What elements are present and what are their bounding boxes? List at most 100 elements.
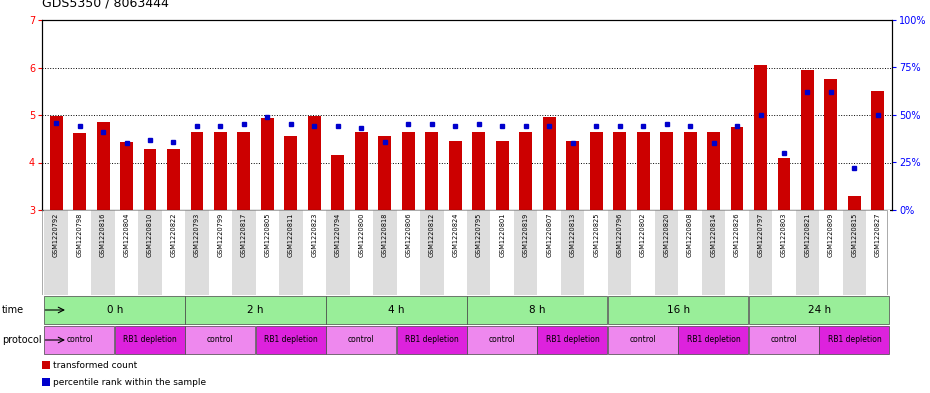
Text: GSM1220814: GSM1220814 xyxy=(711,213,716,257)
Bar xyxy=(326,296,467,324)
Bar xyxy=(308,116,321,210)
Bar xyxy=(825,79,837,210)
Bar xyxy=(678,210,702,295)
Bar xyxy=(120,142,133,210)
Bar xyxy=(660,132,673,210)
Text: GSM1220821: GSM1220821 xyxy=(804,213,810,257)
Bar xyxy=(801,70,814,210)
Bar xyxy=(731,127,743,210)
Text: GSM1220794: GSM1220794 xyxy=(335,213,341,257)
Bar xyxy=(749,296,889,324)
Bar xyxy=(637,132,649,210)
Bar xyxy=(590,132,603,210)
Bar xyxy=(819,326,889,354)
Text: GSM1220822: GSM1220822 xyxy=(170,213,177,257)
Bar xyxy=(444,210,467,295)
Text: 2 h: 2 h xyxy=(247,305,264,315)
Bar xyxy=(42,378,49,386)
Text: percentile rank within the sample: percentile rank within the sample xyxy=(53,378,206,387)
Text: GSM1220815: GSM1220815 xyxy=(852,213,857,257)
Bar xyxy=(185,326,255,354)
Bar xyxy=(584,210,608,295)
Text: control: control xyxy=(489,336,515,345)
Text: GSM1220798: GSM1220798 xyxy=(76,213,83,257)
Text: GSM1220808: GSM1220808 xyxy=(687,213,693,257)
Text: GSM1220800: GSM1220800 xyxy=(358,213,365,257)
Text: GSM1220818: GSM1220818 xyxy=(382,213,388,257)
Text: GSM1220795: GSM1220795 xyxy=(476,213,482,257)
Text: RB1 depletion: RB1 depletion xyxy=(264,336,318,345)
Bar xyxy=(350,210,373,295)
Bar xyxy=(256,326,326,354)
Text: GSM1220811: GSM1220811 xyxy=(288,213,294,257)
Bar xyxy=(402,132,415,210)
Bar xyxy=(608,326,678,354)
Text: control: control xyxy=(66,336,93,345)
Bar xyxy=(326,210,350,295)
Text: GSM1220827: GSM1220827 xyxy=(875,213,881,257)
Text: GSM1220799: GSM1220799 xyxy=(218,213,223,257)
Text: GSM1220792: GSM1220792 xyxy=(53,213,60,257)
Text: GSM1220810: GSM1220810 xyxy=(147,213,153,257)
Text: transformed count: transformed count xyxy=(53,361,137,369)
Text: GSM1220803: GSM1220803 xyxy=(781,213,787,257)
Bar xyxy=(772,210,796,295)
Bar xyxy=(608,210,631,295)
Bar xyxy=(139,210,162,295)
Bar xyxy=(819,210,843,295)
Bar xyxy=(519,132,532,210)
Bar xyxy=(467,210,490,295)
Bar xyxy=(472,132,485,210)
Text: control: control xyxy=(630,336,657,345)
Bar xyxy=(45,210,68,295)
Text: GSM1220823: GSM1220823 xyxy=(312,213,317,257)
Bar xyxy=(42,361,49,369)
Bar xyxy=(608,296,749,324)
Bar xyxy=(379,136,392,210)
Text: GSM1220805: GSM1220805 xyxy=(264,213,271,257)
Bar xyxy=(538,210,561,295)
Bar xyxy=(232,210,256,295)
Bar xyxy=(396,210,420,295)
Bar xyxy=(396,326,467,354)
Text: 16 h: 16 h xyxy=(667,305,690,315)
Bar xyxy=(449,141,461,210)
Bar xyxy=(167,149,179,210)
Text: GSM1220813: GSM1220813 xyxy=(570,213,576,257)
Bar xyxy=(425,132,438,210)
Bar xyxy=(45,326,114,354)
Bar xyxy=(725,210,749,295)
Bar xyxy=(871,91,884,210)
Bar xyxy=(496,141,509,210)
Text: protocol: protocol xyxy=(2,335,42,345)
Bar xyxy=(237,132,250,210)
Bar xyxy=(566,141,579,210)
Bar xyxy=(702,210,725,295)
Bar xyxy=(326,326,396,354)
Bar xyxy=(749,210,772,295)
Bar xyxy=(796,210,819,295)
Bar xyxy=(373,210,396,295)
Text: RB1 depletion: RB1 depletion xyxy=(123,336,177,345)
Bar xyxy=(754,65,767,210)
Text: GSM1220817: GSM1220817 xyxy=(241,213,247,257)
Bar xyxy=(613,132,626,210)
Text: GSM1220806: GSM1220806 xyxy=(405,213,411,257)
Bar xyxy=(355,132,367,210)
Text: GSM1220801: GSM1220801 xyxy=(499,213,505,257)
Bar xyxy=(185,296,326,324)
Bar xyxy=(214,132,227,210)
Bar xyxy=(285,136,298,210)
Bar xyxy=(684,132,697,210)
Text: control: control xyxy=(348,336,375,345)
Bar xyxy=(707,132,720,210)
Bar xyxy=(490,210,514,295)
Text: GSM1220802: GSM1220802 xyxy=(640,213,646,257)
Bar xyxy=(655,210,678,295)
Text: GDS5350 / 8063444: GDS5350 / 8063444 xyxy=(42,0,169,9)
Bar xyxy=(749,326,818,354)
Text: GSM1220820: GSM1220820 xyxy=(664,213,670,257)
Bar xyxy=(185,210,208,295)
Bar xyxy=(143,149,156,210)
Bar xyxy=(302,210,326,295)
